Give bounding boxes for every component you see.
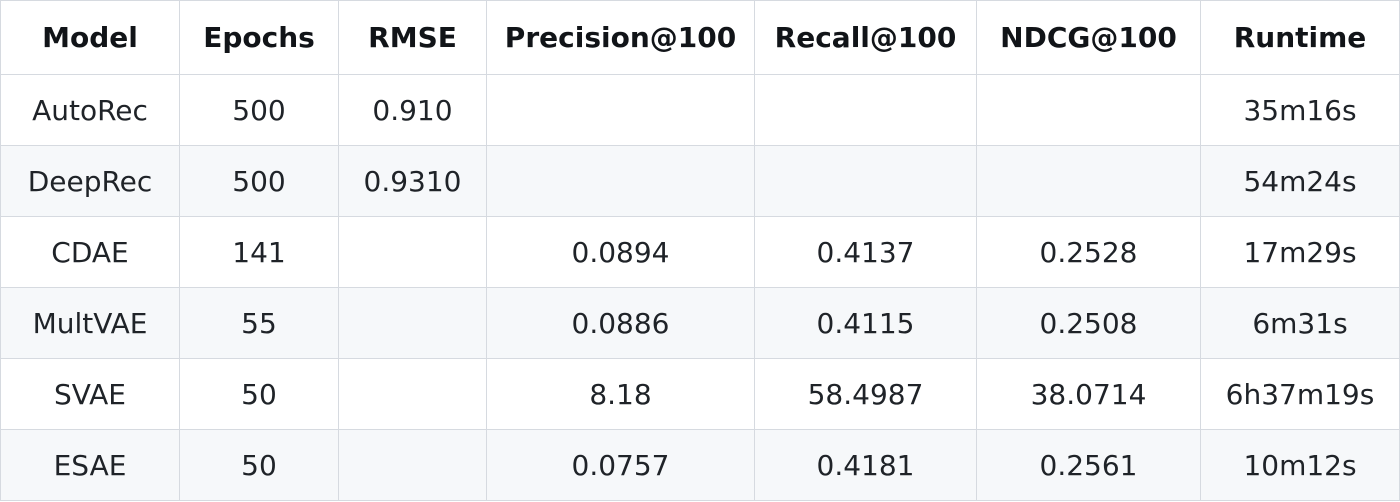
cell-precision: 8.18 [486,358,755,430]
column-header-rmse: RMSE [338,0,487,75]
cell-rmse: 0.910 [338,74,487,146]
column-header-runtime: Runtime [1200,0,1400,75]
cell-epochs: 500 [179,74,339,146]
column-header-ndcg: NDCG@100 [976,0,1201,75]
cell-precision [486,145,755,217]
cell-precision: 0.0894 [486,216,755,288]
cell-runtime: 6m31s [1200,287,1400,359]
cell-epochs: 500 [179,145,339,217]
column-header-epochs: Epochs [179,0,339,75]
cell-runtime: 54m24s [1200,145,1400,217]
cell-recall [754,74,977,146]
cell-recall: 0.4137 [754,216,977,288]
cell-precision: 0.0886 [486,287,755,359]
cell-recall: 0.4181 [754,429,977,501]
table-row: CDAE 141 0.0894 0.4137 0.2528 17m29s [0,216,1400,288]
cell-epochs: 141 [179,216,339,288]
cell-runtime: 35m16s [1200,74,1400,146]
cell-recall [754,145,977,217]
cell-rmse: 0.9310 [338,145,487,217]
cell-precision [486,74,755,146]
cell-ndcg [976,145,1201,217]
column-header-recall: Recall@100 [754,0,977,75]
cell-epochs: 55 [179,287,339,359]
cell-model: AutoRec [0,74,180,146]
column-header-precision: Precision@100 [486,0,755,75]
cell-rmse [338,358,487,430]
table-row: MultVAE 55 0.0886 0.4115 0.2508 6m31s [0,287,1400,359]
cell-ndcg: 0.2508 [976,287,1201,359]
cell-model: DeepRec [0,145,180,217]
cell-model: CDAE [0,216,180,288]
cell-model: SVAE [0,358,180,430]
cell-recall: 0.4115 [754,287,977,359]
column-header-model: Model [0,0,180,75]
cell-ndcg: 0.2561 [976,429,1201,501]
cell-model: MultVAE [0,287,180,359]
cell-runtime: 10m12s [1200,429,1400,501]
table-row: AutoRec 500 0.910 35m16s [0,74,1400,146]
cell-ndcg: 38.0714 [976,358,1201,430]
cell-recall: 58.4987 [754,358,977,430]
cell-ndcg: 0.2528 [976,216,1201,288]
table-row: SVAE 50 8.18 58.4987 38.0714 6h37m19s [0,358,1400,430]
cell-model: ESAE [0,429,180,501]
table-row: ESAE 50 0.0757 0.4181 0.2561 10m12s [0,429,1400,501]
cell-runtime: 6h37m19s [1200,358,1400,430]
cell-rmse [338,216,487,288]
cell-runtime: 17m29s [1200,216,1400,288]
table-row: DeepRec 500 0.9310 54m24s [0,145,1400,217]
cell-precision: 0.0757 [486,429,755,501]
cell-rmse [338,429,487,501]
header-row: Model Epochs RMSE Precision@100 Recall@1… [0,0,1400,75]
cell-epochs: 50 [179,429,339,501]
cell-ndcg [976,74,1201,146]
cell-epochs: 50 [179,358,339,430]
cell-rmse [338,287,487,359]
